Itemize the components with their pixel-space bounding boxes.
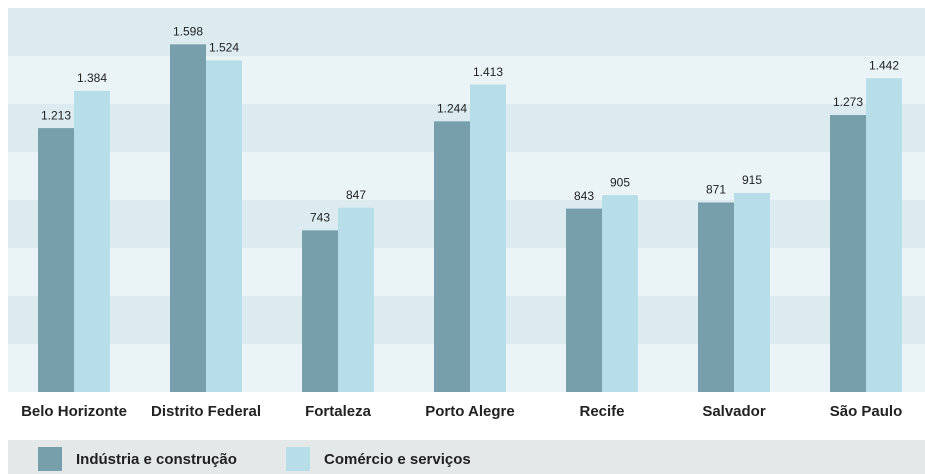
bar <box>602 195 638 392</box>
bar <box>206 60 242 392</box>
bar <box>866 78 902 393</box>
value-label: 1.524 <box>209 41 239 55</box>
bar <box>170 44 206 393</box>
value-label: 1.213 <box>41 108 71 122</box>
bar <box>338 207 374 392</box>
legend-label: Comércio e serviços <box>324 451 471 468</box>
x-tick-label: Salvador <box>702 403 766 420</box>
value-label: 743 <box>310 211 330 225</box>
bar <box>698 202 734 392</box>
bar <box>734 192 770 392</box>
value-label: 1.598 <box>173 25 203 39</box>
bar <box>566 208 602 392</box>
value-label: 1.244 <box>437 102 467 116</box>
bar <box>302 230 338 392</box>
legend-swatch <box>286 447 310 471</box>
value-label: 843 <box>574 189 594 203</box>
value-label: 1.413 <box>473 65 503 79</box>
bar <box>470 84 506 393</box>
bar <box>74 90 110 392</box>
x-tick-label: Belo Horizonte <box>21 403 127 420</box>
x-tick-label: Fortaleza <box>305 403 372 420</box>
legend-background <box>8 440 925 474</box>
x-tick-label: Distrito Federal <box>151 403 261 420</box>
x-tick-label: Porto Alegre <box>425 403 514 420</box>
x-tick-label: Recife <box>579 403 624 420</box>
value-label: 1.442 <box>869 58 899 72</box>
legend-swatch <box>38 447 62 471</box>
legend-label: Indústria e construção <box>76 451 237 468</box>
bar <box>830 115 866 393</box>
value-label: 915 <box>742 173 762 187</box>
value-label: 905 <box>610 175 630 189</box>
value-label: 1.273 <box>833 95 863 109</box>
value-label: 871 <box>706 183 726 197</box>
value-label: 847 <box>346 188 366 202</box>
background-band <box>8 8 925 56</box>
bar <box>434 121 470 392</box>
x-tick-label: São Paulo <box>830 403 903 420</box>
value-label: 1.384 <box>77 71 107 85</box>
bar <box>38 128 74 392</box>
background-band <box>8 56 925 104</box>
